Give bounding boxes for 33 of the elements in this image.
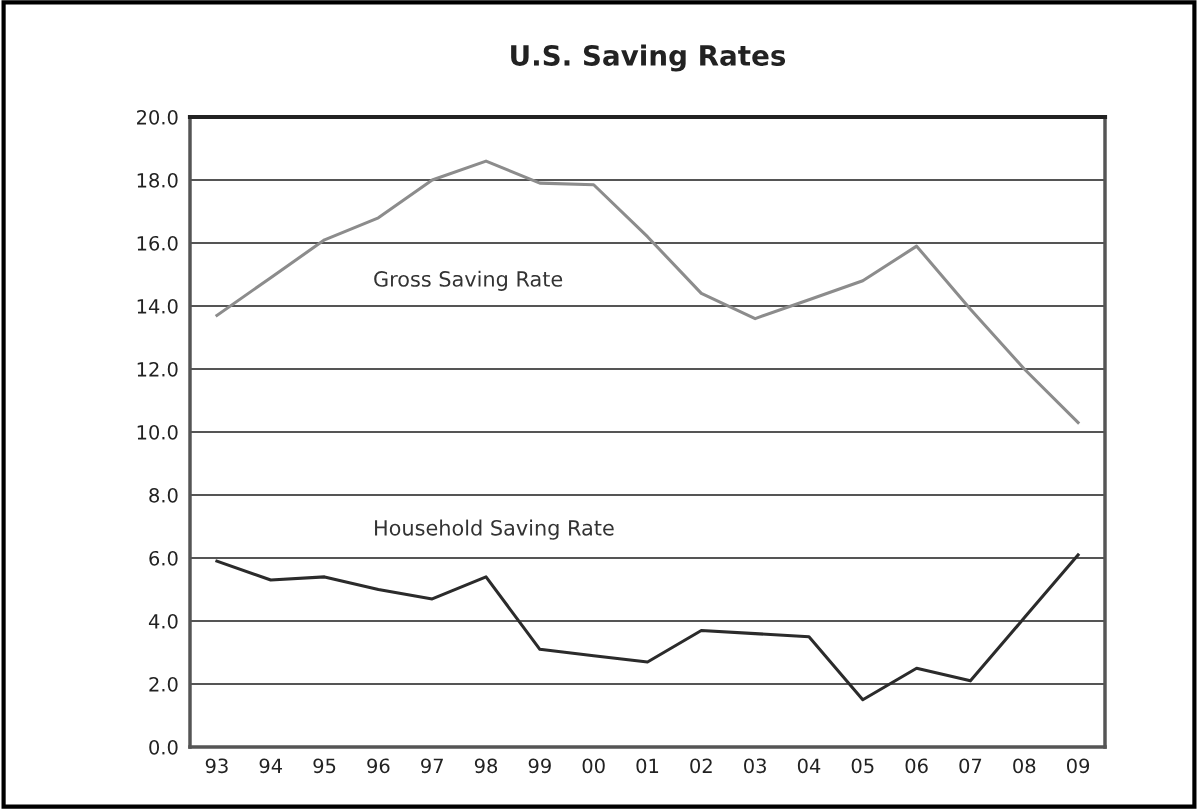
- x-tick-label: 97: [421, 758, 443, 774]
- x-tick-label: 07: [959, 758, 982, 774]
- x-tick-label: 95: [313, 758, 336, 774]
- y-tick-label: 20.0: [137, 109, 178, 125]
- x-tick-label: 98: [474, 758, 498, 774]
- y-tick-label: 12.0: [137, 361, 178, 377]
- chart-title: U.S. Saving Rates: [511, 44, 786, 72]
- y-tick-label: 10.0: [137, 424, 178, 440]
- y-tick-label: 16.0: [137, 235, 178, 251]
- y-tick-label: 2.0: [149, 676, 178, 692]
- line-series: [215, 159, 1080, 425]
- y-tick-label: 4.0: [148, 613, 178, 629]
- y-tick-label: 8.0: [149, 487, 178, 503]
- y-tick-label: 0.0: [149, 739, 178, 755]
- x-tick-label: 94: [259, 758, 283, 774]
- y-tick-label: 14.0: [137, 298, 178, 314]
- text: Gross Saving Rate: [374, 270, 563, 291]
- y-tick-label: 6.0: [149, 550, 178, 566]
- y-tick-label: 18.0: [137, 172, 178, 188]
- x-tick-label: 00: [582, 758, 605, 774]
- x-tick-label: 05: [851, 758, 874, 774]
- x-tick-label: 04: [797, 758, 821, 774]
- text: Household Saving Rate: [375, 519, 614, 540]
- x-tick-label: 99: [528, 758, 551, 774]
- x-tick-label: 03: [744, 758, 766, 774]
- x-tick-label: 08: [1013, 758, 1036, 774]
- x-tick-label: 06: [905, 758, 928, 774]
- line-series: [215, 553, 1080, 702]
- x-tick-label: 93: [205, 758, 228, 774]
- x-tick-label: 02: [690, 758, 712, 774]
- x-tick-label: 96: [367, 758, 390, 774]
- x-tick-label: 09: [1067, 758, 1090, 774]
- x-tick-label: 01: [636, 758, 659, 774]
